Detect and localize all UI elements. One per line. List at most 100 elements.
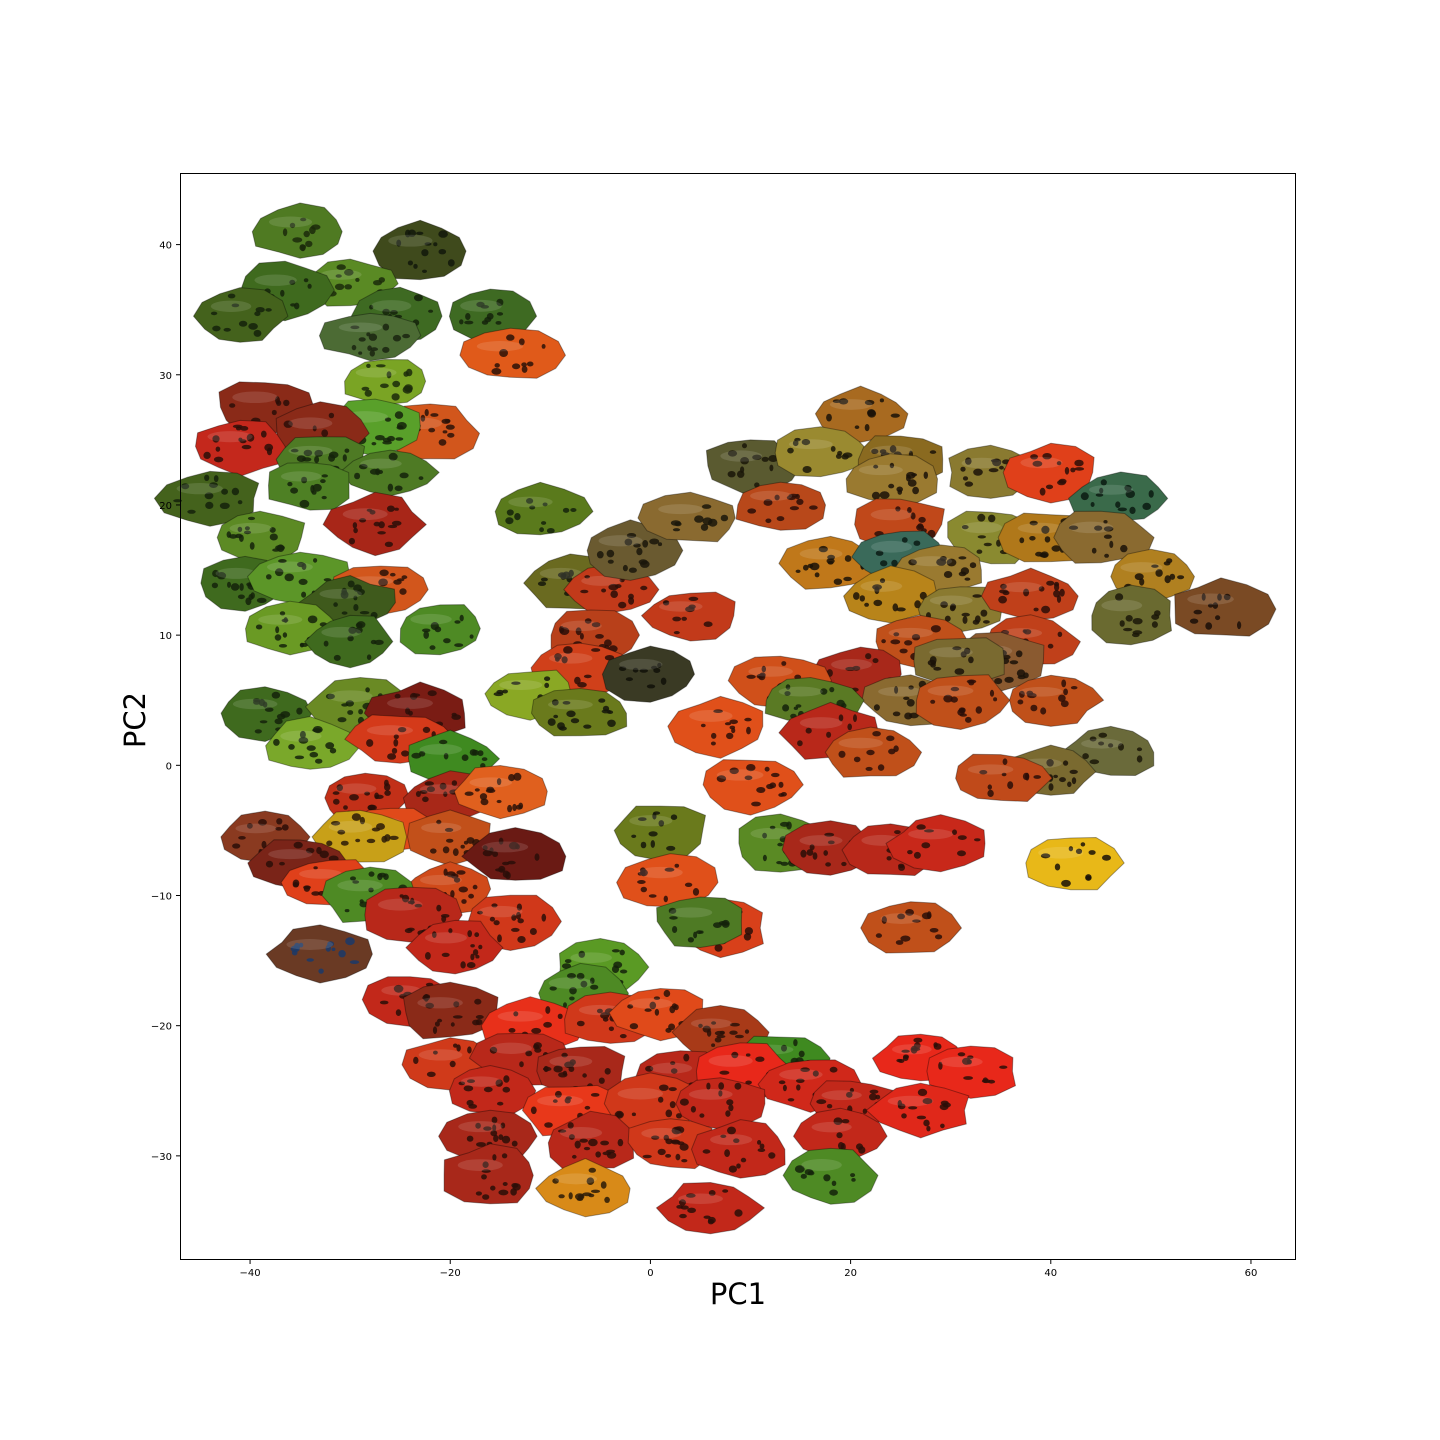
frog-spot bbox=[1070, 686, 1078, 690]
frog-sheen bbox=[469, 777, 513, 788]
frog-spot bbox=[710, 741, 716, 746]
frog-spot bbox=[899, 648, 908, 654]
frog-sheen bbox=[617, 1087, 664, 1100]
frog-spot bbox=[782, 1084, 787, 1092]
frog-spot bbox=[896, 607, 906, 612]
frog-spot bbox=[287, 481, 293, 487]
frog-sheen bbox=[750, 827, 793, 840]
frog-spot bbox=[1032, 460, 1043, 467]
frog-spot bbox=[1075, 848, 1083, 854]
frog-spot bbox=[1002, 590, 1010, 596]
frog-spot bbox=[602, 1017, 609, 1022]
frog-spot bbox=[283, 420, 293, 428]
data-point-frog-marker bbox=[955, 753, 1053, 802]
frog-spot bbox=[271, 691, 281, 699]
frog-spot bbox=[789, 506, 800, 511]
frog-spot bbox=[657, 542, 663, 547]
frog-spot bbox=[318, 968, 324, 974]
frog-spot bbox=[300, 217, 307, 222]
frog-spot bbox=[261, 430, 267, 438]
frog-spot bbox=[498, 1189, 509, 1196]
frog-spot bbox=[489, 1046, 498, 1054]
frog-sheen bbox=[268, 216, 313, 228]
frog-spot bbox=[515, 804, 523, 810]
frog-spot bbox=[303, 278, 309, 283]
frog-spot bbox=[219, 502, 230, 509]
frog-spot bbox=[830, 446, 836, 452]
x-tick-label: 0 bbox=[647, 1268, 653, 1279]
frog-spot bbox=[728, 1165, 738, 1173]
frog-spot bbox=[422, 995, 430, 1001]
frog-spot bbox=[264, 443, 274, 452]
frog-spot bbox=[1027, 692, 1037, 699]
frog-spot bbox=[459, 614, 464, 622]
frog-spot bbox=[662, 600, 670, 606]
frog-spot bbox=[359, 518, 367, 523]
frog-skin-body bbox=[860, 901, 962, 954]
frog-spot bbox=[1040, 707, 1047, 715]
frog-spot bbox=[384, 417, 392, 422]
frog-spot bbox=[962, 1057, 971, 1065]
frog-spot bbox=[962, 616, 968, 624]
frog-spot bbox=[290, 448, 299, 453]
frog-spot bbox=[552, 1099, 558, 1103]
frog-spot bbox=[681, 1159, 688, 1163]
frog-spot bbox=[442, 430, 448, 434]
frog-spot bbox=[745, 1080, 752, 1085]
frog-spot bbox=[278, 644, 288, 648]
frog-spot bbox=[1094, 525, 1103, 531]
frog-spot bbox=[1041, 525, 1050, 534]
frog-spot bbox=[888, 483, 895, 489]
frog-spot bbox=[914, 600, 921, 609]
frog-spot bbox=[858, 1146, 866, 1154]
frog-spot bbox=[531, 1027, 542, 1034]
frog-skin-body bbox=[955, 753, 1053, 802]
frog-sheen bbox=[1081, 738, 1123, 749]
frog-spot bbox=[1017, 699, 1024, 705]
frog-spot bbox=[665, 1154, 672, 1158]
frog-spot bbox=[800, 1067, 810, 1072]
frog-spot bbox=[517, 936, 526, 943]
frog-spot bbox=[237, 526, 243, 533]
frog-spot bbox=[818, 545, 828, 553]
frog-spot bbox=[719, 1070, 730, 1075]
frog-sheen bbox=[321, 626, 362, 638]
frog-spot bbox=[769, 464, 774, 472]
frog-sheen bbox=[641, 1127, 682, 1139]
frog-spot bbox=[1148, 490, 1154, 498]
frog-spot bbox=[642, 1154, 652, 1159]
frog-spot bbox=[506, 334, 515, 341]
frog-spot bbox=[720, 1134, 727, 1139]
frog-spot bbox=[407, 900, 415, 905]
frog-spot bbox=[794, 1165, 805, 1173]
frog-spot bbox=[987, 784, 992, 790]
frog-spot bbox=[919, 591, 927, 600]
frog-spot bbox=[567, 1122, 574, 1129]
frog-spot bbox=[663, 989, 671, 998]
frog-spot bbox=[877, 764, 885, 771]
frog-spot bbox=[658, 820, 665, 827]
frog-spot bbox=[943, 694, 953, 703]
frog-sheen bbox=[299, 868, 343, 879]
frog-spot bbox=[670, 1061, 676, 1065]
frog-spot bbox=[754, 482, 760, 488]
frog-spot bbox=[458, 1081, 466, 1086]
frog-spot bbox=[583, 1146, 591, 1151]
frog-spot bbox=[711, 1043, 716, 1047]
data-point-frog-marker bbox=[655, 1182, 765, 1235]
frog-spot bbox=[344, 269, 354, 276]
frog-sheen bbox=[338, 322, 383, 333]
frog-spot bbox=[468, 893, 474, 899]
frog-spot bbox=[413, 1056, 419, 1064]
frog-spot bbox=[437, 1018, 443, 1023]
frog-spot bbox=[274, 634, 282, 641]
frog-spot bbox=[424, 781, 434, 786]
frog-sheen bbox=[176, 483, 223, 495]
frog-spot bbox=[852, 665, 861, 671]
frog-skin-body bbox=[667, 695, 764, 759]
frog-spot bbox=[554, 653, 562, 660]
frog-spot bbox=[493, 920, 500, 926]
frog-spot bbox=[728, 1104, 734, 1112]
frog-spot bbox=[366, 508, 373, 512]
frog-spot bbox=[864, 602, 869, 607]
